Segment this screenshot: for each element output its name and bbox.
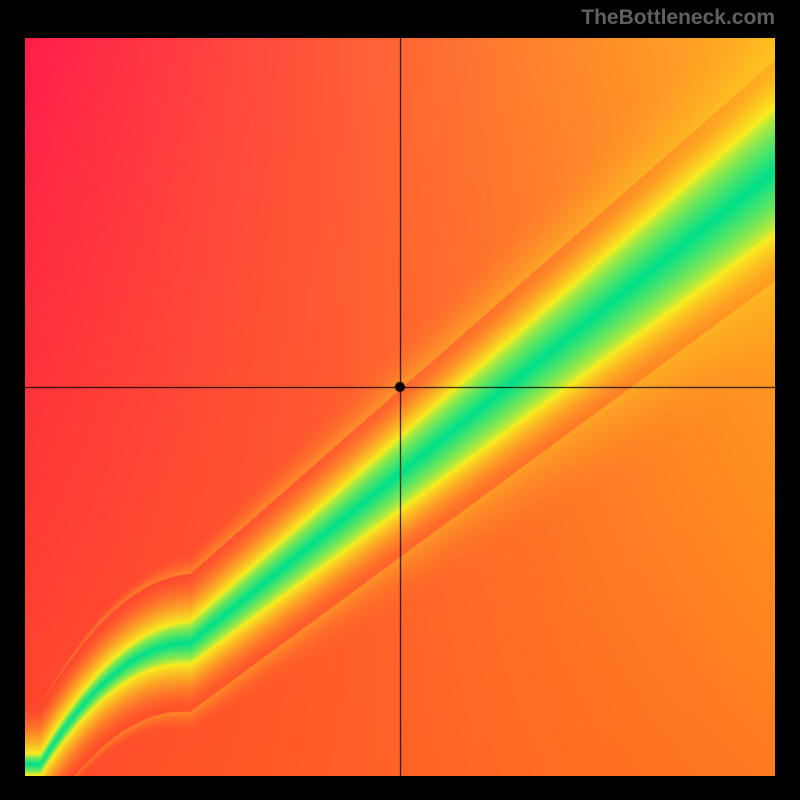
bottleneck-heatmap	[25, 38, 775, 776]
watermark-text: TheBottleneck.com	[581, 6, 775, 30]
heatmap-canvas	[25, 38, 775, 776]
